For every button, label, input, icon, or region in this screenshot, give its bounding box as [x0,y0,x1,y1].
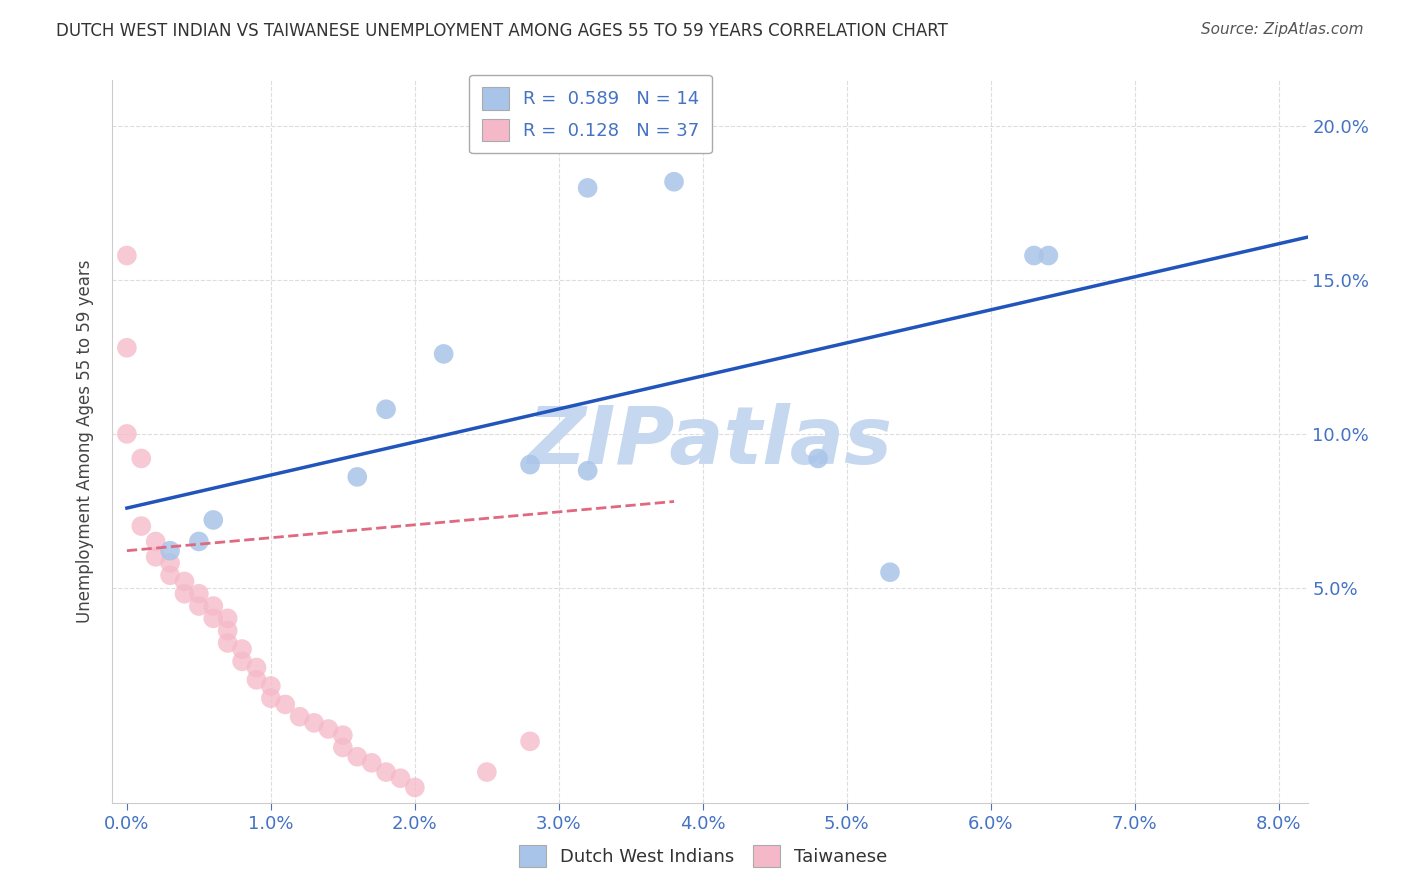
Point [879,565,901,579]
Point [187,587,209,601]
Point [318,722,340,736]
Point [1038,248,1060,262]
Point [519,458,541,472]
Point [115,341,138,355]
Point [217,624,239,638]
Point [375,402,398,417]
Point [245,673,267,687]
Point [519,734,541,748]
Point [145,549,167,564]
Point [187,599,209,613]
Y-axis label: Unemployment Among Ages 55 to 59 years: Unemployment Among Ages 55 to 59 years [76,260,94,624]
Point [332,740,354,755]
Point [274,698,297,712]
Point [187,534,209,549]
Point [202,599,225,613]
Point [1022,248,1045,262]
Point [260,679,283,693]
Point [389,771,412,785]
Point [245,660,267,674]
Point [173,574,195,589]
Point [433,347,456,361]
Point [159,543,181,558]
Point [159,556,181,570]
Point [302,715,325,730]
Point [159,568,181,582]
Legend: R =  0.589   N = 14, R =  0.128   N = 37: R = 0.589 N = 14, R = 0.128 N = 37 [470,75,711,153]
Point [173,587,195,601]
Point [231,654,253,668]
Point [115,248,138,262]
Point [475,765,498,780]
Point [662,175,685,189]
Point [260,691,283,706]
Point [217,636,239,650]
Point [404,780,426,795]
Legend: Dutch West Indians, Taiwanese: Dutch West Indians, Taiwanese [512,838,894,874]
Text: ZIPatlas: ZIPatlas [527,402,893,481]
Text: DUTCH WEST INDIAN VS TAIWANESE UNEMPLOYMENT AMONG AGES 55 TO 59 YEARS CORRELATIO: DUTCH WEST INDIAN VS TAIWANESE UNEMPLOYM… [56,22,948,40]
Point [346,470,368,484]
Point [202,611,225,625]
Point [129,451,152,466]
Point [346,749,368,764]
Point [231,642,253,657]
Point [576,464,599,478]
Point [807,451,830,466]
Point [145,534,167,549]
Point [217,611,239,625]
Point [129,519,152,533]
Text: Source: ZipAtlas.com: Source: ZipAtlas.com [1201,22,1364,37]
Point [332,728,354,742]
Point [115,426,138,441]
Point [360,756,382,770]
Point [202,513,225,527]
Point [288,709,311,723]
Point [576,181,599,195]
Point [375,765,398,780]
